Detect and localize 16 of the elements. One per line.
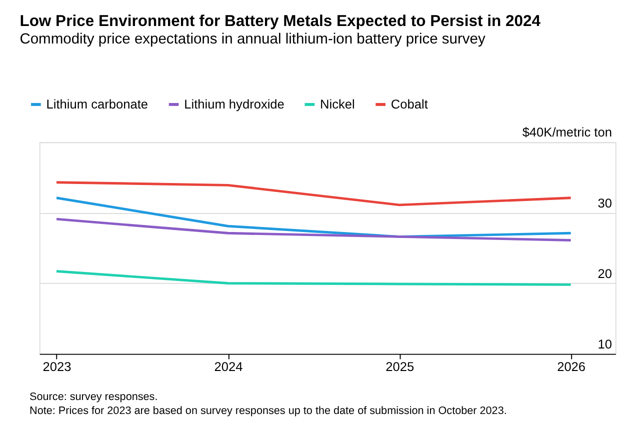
y-tick-label: 30: [598, 195, 612, 210]
legend-label: Lithium carbonate: [46, 96, 148, 112]
legend-label: Cobalt: [390, 96, 428, 112]
source-note: Source: survey responses.: [30, 391, 158, 404]
legend-label: Lithium hydroxide: [184, 96, 284, 112]
chart-subtitle: Commodity price expectations in annual lithium-ion battery price survey: [20, 32, 486, 48]
x-tick-label: 2023: [42, 359, 72, 374]
y-tick-label: $40K/metric ton: [522, 124, 612, 140]
y-tick-label: 10: [598, 336, 612, 352]
x-tick-label: 2026: [557, 359, 586, 374]
y-tick-label: 20: [598, 266, 612, 281]
x-tick-label: 2024: [214, 359, 243, 374]
legend-label: Nickel: [320, 96, 355, 112]
text: Note: Prices for 2023 are based on survey responses up to the date of submission in October 2023.: [30, 404, 507, 417]
x-tick-label: 2025: [386, 359, 414, 374]
chart-title: Low Price Environment for Battery Metals Expected to Persist in 2024: [20, 12, 541, 30]
